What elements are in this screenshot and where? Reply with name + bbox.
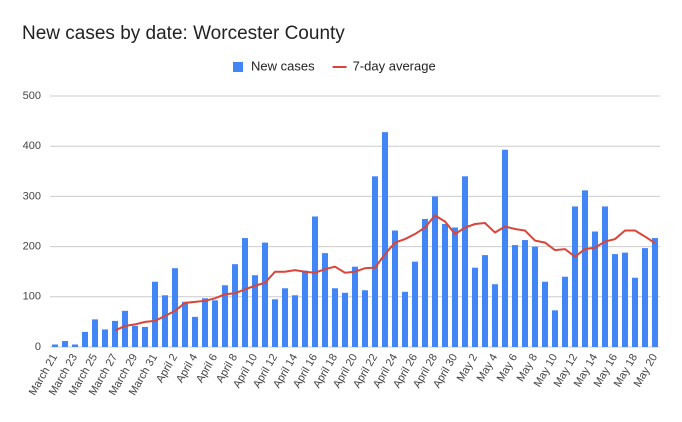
bar [122,310,128,347]
legend-label: New cases [251,58,315,73]
bar [82,331,88,347]
bar [272,299,278,347]
y-tick-label: 100 [23,291,41,303]
y-tick-label: 200 [23,241,41,253]
bar [652,238,658,347]
bar [72,344,78,347]
bar [232,264,238,347]
bar [392,230,398,347]
bar [412,261,418,347]
bar [152,281,158,347]
y-tick-label: 300 [23,190,41,202]
bar [242,238,248,347]
bar [132,325,138,347]
bar [352,266,358,347]
bar [382,132,388,347]
bar [492,284,498,347]
y-tick-label: 400 [23,140,41,152]
bar [202,298,208,347]
bar [162,295,168,347]
bar [462,176,468,347]
bar [632,277,638,347]
bar [62,340,68,347]
bar [562,276,568,347]
bar [522,240,528,347]
bar [302,270,308,347]
bar [212,300,218,347]
bar [552,310,558,347]
bar [102,329,108,347]
bar [582,190,588,347]
bar [332,288,338,347]
bar [312,216,318,347]
y-tick-label: 0 [35,341,41,353]
bar [512,245,518,347]
legend-swatch [233,62,243,72]
bar [452,227,458,347]
bar [622,252,628,347]
bar [482,255,488,347]
bar [372,176,378,347]
bar [52,344,58,347]
bar [262,242,268,347]
y-tick-label: 500 [23,90,41,102]
bar [182,301,188,347]
bar [532,246,538,347]
bar [602,206,608,347]
bar [572,206,578,347]
bar [642,248,648,347]
legend-label: 7-day average [353,58,436,73]
bar [322,253,328,347]
bar [92,319,98,347]
bar [442,224,448,347]
bar [172,268,178,347]
bar [282,288,288,347]
bar [472,267,478,347]
bar [142,326,148,347]
bar [422,218,428,347]
bar [252,275,258,347]
bar [192,316,198,347]
bar [542,281,548,347]
bar [402,291,408,347]
bar [362,290,368,347]
bar [112,320,118,347]
bar [612,254,618,347]
bar [222,285,228,347]
bar [432,196,438,347]
bar [292,295,298,347]
bar [342,292,348,347]
chart-title: New cases by date: Worcester County [22,23,345,44]
line [114,214,656,332]
bar [502,149,508,347]
bar [592,231,598,347]
